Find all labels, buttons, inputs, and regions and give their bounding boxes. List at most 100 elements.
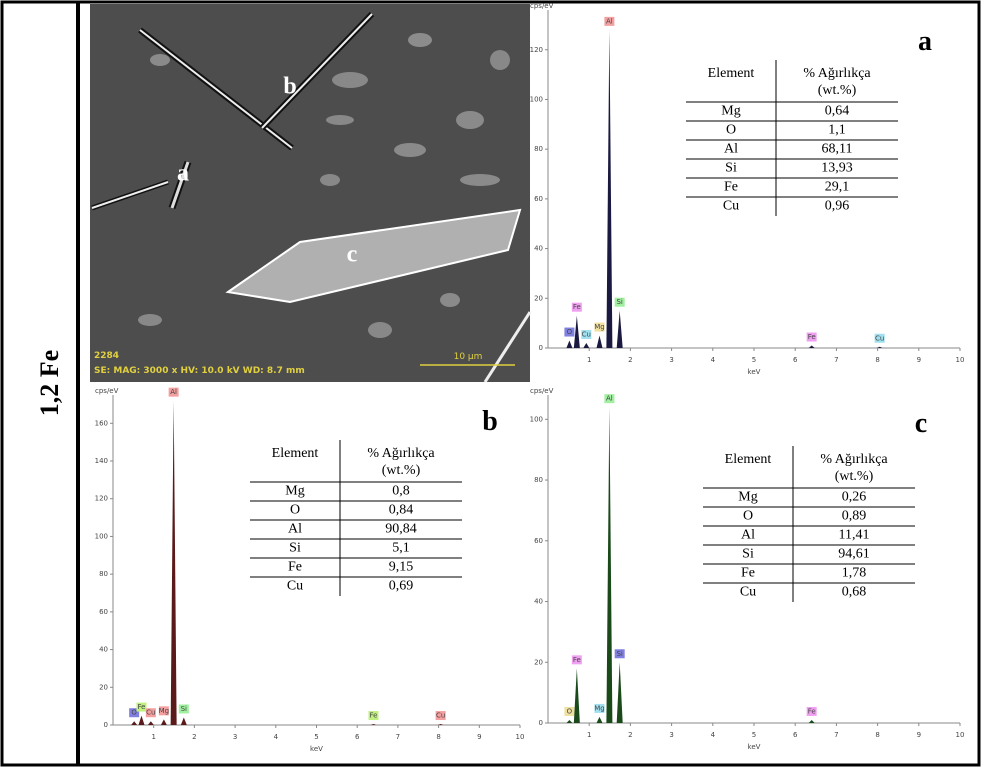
table-cell: O — [290, 503, 300, 518]
peak — [597, 336, 603, 348]
y-tick-label: 0 — [539, 719, 543, 727]
peak-label: Cu — [436, 712, 445, 720]
x-tick-label: 8 — [875, 731, 879, 739]
x-tick-label: 2 — [628, 731, 632, 739]
sem-label: b — [283, 74, 296, 100]
table-cell: 13,93 — [821, 161, 853, 176]
table-cell: 0,26 — [842, 490, 867, 505]
x-tick-label: 8 — [436, 733, 440, 741]
y-unit: cps/eV — [530, 2, 554, 10]
peak — [583, 343, 589, 348]
x-tick-label: 5 — [314, 733, 318, 741]
y-tick-label: 120 — [95, 495, 108, 503]
x-tick-label: 10 — [956, 356, 965, 364]
peak — [138, 716, 144, 725]
peak — [566, 720, 572, 723]
table-cell: 0,69 — [389, 579, 414, 594]
table-cell: 0,8 — [392, 484, 410, 499]
peak — [877, 347, 883, 348]
y-unit: cps/eV — [95, 387, 119, 395]
y-tick-label: 0 — [104, 721, 108, 729]
x-tick-label: 7 — [834, 356, 838, 364]
y-unit: cps/eV — [530, 387, 554, 395]
sem-footer: SE: MAG: 3000 x HV: 10.0 kV WD: 8.7 mm — [94, 366, 305, 376]
x-tick-label: 10 — [516, 733, 525, 741]
peak-label: Fe — [573, 656, 581, 664]
table-cell: Al — [288, 522, 302, 537]
y-tick-label: 20 — [99, 683, 108, 691]
panel-letter: b — [482, 406, 498, 437]
peak — [809, 720, 815, 723]
x-tick-label: 4 — [711, 731, 716, 739]
peak-label: Si — [616, 650, 622, 658]
peak-label: Si — [181, 705, 187, 713]
sem-id: 2284 — [94, 351, 119, 361]
table-cell: 5,1 — [392, 541, 410, 556]
table-cell: 29,1 — [825, 180, 850, 195]
y-tick-label: 60 — [534, 195, 543, 203]
y-tick-label: 0 — [539, 344, 543, 352]
peak — [574, 316, 580, 348]
scale-bar: 10 µm — [454, 352, 483, 362]
peak-label: Al — [170, 388, 177, 396]
table-cell: Fe — [741, 566, 755, 581]
peak — [181, 717, 187, 725]
table-cell: Al — [741, 528, 755, 543]
peak-label: Fe — [808, 707, 816, 715]
table-cell: Al — [724, 142, 738, 157]
table-cell: Mg — [721, 104, 740, 119]
table-cell: 90,84 — [385, 522, 417, 537]
table-header: (wt.%) — [382, 463, 421, 478]
x-tick-label: 1 — [151, 733, 155, 741]
panel-letter: c — [915, 408, 927, 439]
table-cell: 1,78 — [842, 566, 867, 581]
peak-label: Mg — [159, 707, 169, 715]
y-tick-label: 20 — [534, 294, 543, 302]
x-tick-label: 9 — [917, 731, 921, 739]
table-cell: 1,1 — [828, 123, 846, 138]
table-header: (wt.%) — [818, 83, 857, 98]
peak-label: O — [567, 707, 573, 715]
x-tick-label: 9 — [477, 733, 481, 741]
y-tick-label: 140 — [95, 457, 108, 465]
table-cell: Cu — [740, 585, 756, 600]
x-tick-label: 2 — [628, 356, 632, 364]
y-tick-label: 40 — [534, 245, 543, 253]
table-cell: Si — [742, 547, 754, 562]
table-cell: Fe — [724, 180, 738, 195]
peak-label: O — [567, 328, 573, 336]
y-tick-label: 60 — [534, 537, 543, 545]
y-tick-label: 100 — [95, 532, 108, 540]
x-tick-label: 8 — [875, 356, 879, 364]
peak-label: Fe — [808, 333, 816, 341]
peak-label: Si — [616, 298, 622, 306]
peak — [809, 346, 815, 348]
x-label: keV — [748, 743, 761, 751]
y-tick-label: 40 — [99, 646, 108, 654]
peak-label: Cu — [582, 331, 591, 339]
peak-label: Al — [606, 17, 613, 25]
table-header: Element — [725, 452, 772, 467]
x-label: keV — [310, 745, 323, 753]
y-tick-label: 160 — [95, 419, 108, 427]
peak — [161, 719, 167, 725]
peak-label: Fe — [370, 712, 378, 720]
peak-label: Al — [606, 395, 613, 403]
table-cell: 0,89 — [842, 509, 867, 524]
peak-label: Mg — [594, 704, 604, 712]
sem-label: a — [177, 161, 189, 187]
table-header: % Ağırlıkça — [803, 66, 871, 81]
sem-label: c — [347, 242, 358, 268]
y-tick-label: 20 — [534, 658, 543, 666]
x-tick-label: 3 — [669, 356, 673, 364]
y-tick-label: 100 — [530, 95, 543, 103]
x-tick-label: 4 — [711, 356, 716, 364]
x-tick-label: 9 — [917, 356, 921, 364]
table-cell: Cu — [287, 579, 303, 594]
peak — [606, 30, 612, 348]
peak-label: Fe — [573, 303, 581, 311]
table-cell: Mg — [285, 484, 304, 499]
table-cell: 9,15 — [389, 560, 414, 575]
table-header: Element — [708, 66, 755, 81]
x-tick-label: 7 — [834, 731, 838, 739]
